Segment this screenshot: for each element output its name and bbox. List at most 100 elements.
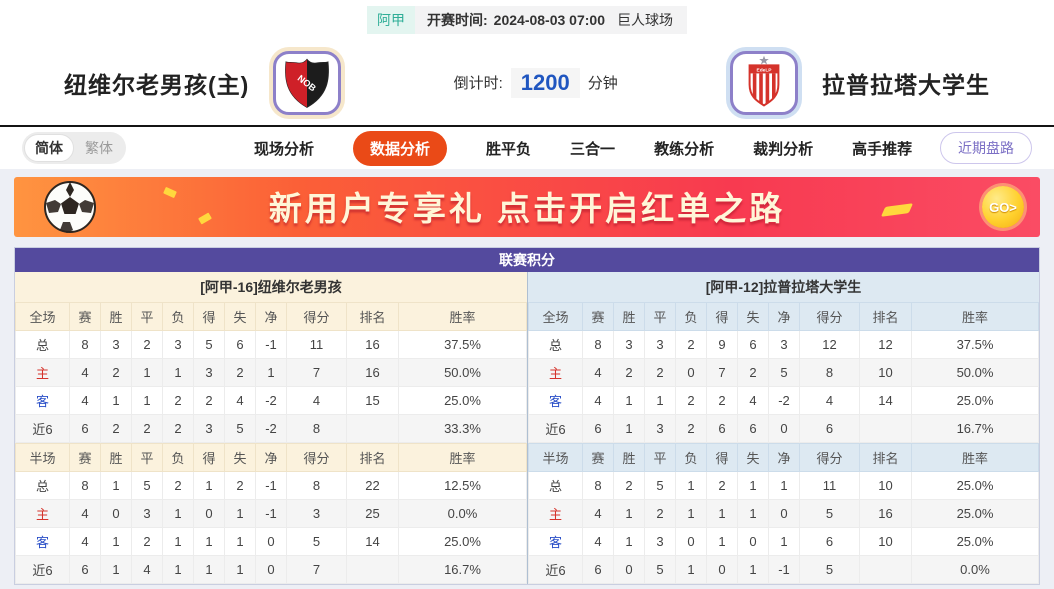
stat-cell: 1 — [100, 386, 132, 415]
stat-cell: 6 — [706, 414, 738, 443]
table-row: 近6 6 1 4 1 1 1 0 7 16.7% — [15, 555, 527, 584]
column-header: 胜 — [613, 302, 645, 331]
team-section-title: [阿甲-12]拉普拉塔大学生 — [528, 272, 1039, 302]
column-header: 胜 — [100, 302, 132, 331]
half-match-table: 半场赛胜平负得失净得分 排名 胜率总 8 1 5 2 1 2 -1 8 22 12.5% 主 4 0 3 1 0 1-… — [15, 443, 527, 584]
stat-cell: 2 — [100, 414, 132, 443]
column-header-row: 半场赛胜平负得失净得分 排名 胜率 — [528, 443, 1039, 472]
stat-cell: 0.0% — [911, 555, 1039, 584]
column-header: 全场 — [15, 302, 70, 331]
stat-cell: 2 — [131, 414, 163, 443]
row-label: 近6 — [15, 555, 70, 584]
stat-cell: 1 — [100, 471, 132, 500]
stat-cell — [346, 414, 399, 443]
lang-option-1[interactable]: 繁体 — [85, 140, 113, 156]
stat-cell: 4 — [131, 555, 163, 584]
promo-banner[interactable]: 新用户专享礼 点击开启红单之路 GO> — [14, 177, 1040, 237]
recent-odds-button[interactable]: 近期盘路 — [940, 132, 1032, 164]
stat-cell — [859, 414, 912, 443]
stat-cell: 10 — [859, 527, 912, 556]
stat-cell: 4 — [69, 527, 101, 556]
team-panel: [阿甲-12]拉普拉塔大学生 全场赛胜平负得失净得分 排名 胜率总 8 3 3 2 9 6 3 12… — [527, 272, 1039, 584]
column-header: 负 — [162, 443, 194, 472]
stat-cell: 11 — [286, 330, 347, 359]
stat-cell: 3 — [613, 330, 645, 359]
stat-cell: 50.0% — [398, 358, 527, 387]
column-header: 得分 — [286, 302, 347, 331]
column-header: 排名 — [859, 443, 912, 472]
edelp-shield-icon: EdeLP — [748, 55, 780, 107]
stat-cell: 6 — [737, 330, 769, 359]
column-header: 失 — [737, 443, 769, 472]
row-label: 近6 — [528, 555, 583, 584]
column-header: 平 — [131, 302, 163, 331]
column-header: 负 — [675, 302, 707, 331]
stat-cell: 1 — [737, 555, 769, 584]
column-header: 失 — [224, 443, 256, 472]
stat-cell: 1 — [162, 499, 194, 528]
stat-cell: 12 — [859, 330, 912, 359]
column-header: 平 — [644, 443, 676, 472]
table-row: 总 8 3 3 2 9 6 3 12 12 37.5% — [528, 330, 1039, 359]
column-header: 负 — [162, 302, 194, 331]
stat-cell: 1 — [224, 555, 256, 584]
lang-option-0[interactable]: 简体 — [24, 134, 74, 162]
lang-toggle: 简体 繁体 — [22, 132, 126, 164]
stat-cell: 37.5% — [911, 330, 1039, 359]
stat-cell: 15 — [346, 386, 399, 415]
away-team-name: 拉普拉塔大学生 — [822, 71, 990, 98]
stat-cell: 1 — [644, 386, 676, 415]
table-row: 客 4 1 3 0 1 0 1 6 10 25.0% — [528, 527, 1039, 556]
column-header: 平 — [644, 302, 676, 331]
column-header: 净 — [255, 443, 287, 472]
stat-cell: 2 — [613, 471, 645, 500]
stat-cell: 5 — [768, 358, 800, 387]
stat-cell: 5 — [131, 471, 163, 500]
nav-tab-0[interactable]: 现场分析 — [254, 140, 315, 158]
stat-cell: 6 — [799, 527, 860, 556]
nav-tab-6[interactable]: 高手推荐 — [852, 140, 913, 158]
column-header: 得分 — [286, 443, 347, 472]
stat-cell: 14 — [859, 386, 912, 415]
half-match-table: 半场赛胜平负得失净得分 排名 胜率总 8 2 5 1 2 1 1 11 10 25.0% 主 4 1 2 1 1 1 0… — [528, 443, 1039, 584]
stat-cell: 12 — [799, 330, 860, 359]
stat-cell: 11 — [799, 471, 860, 500]
column-header: 得 — [706, 302, 738, 331]
column-header: 胜率 — [911, 302, 1039, 331]
stat-cell: 3 — [644, 414, 676, 443]
table-row: 客 4 1 2 1 1 1 0 5 14 25.0% — [15, 527, 527, 556]
column-header: 赛 — [582, 302, 614, 331]
row-label: 主 — [15, 358, 70, 387]
stat-cell: 12.5% — [398, 471, 527, 500]
column-header: 净 — [255, 302, 287, 331]
stat-cell: 4 — [69, 386, 101, 415]
stat-cell: 33.3% — [398, 414, 527, 443]
header-divider — [0, 125, 1054, 127]
nav-tab-3[interactable]: 三合一 — [570, 140, 616, 158]
row-label: 主 — [528, 499, 583, 528]
stat-cell: 1 — [131, 358, 163, 387]
column-header-row: 全场赛胜平负得失净得分 排名 胜率 — [15, 302, 527, 331]
nav-tab-2[interactable]: 胜平负 — [486, 140, 532, 158]
stat-cell: 4 — [286, 386, 347, 415]
venue: 巨人球场 — [616, 12, 673, 28]
nav-tab-5[interactable]: 裁判分析 — [753, 140, 814, 158]
go-button[interactable]: GO> — [982, 186, 1024, 228]
stat-cell: 5 — [286, 527, 347, 556]
row-label: 客 — [15, 527, 70, 556]
stat-cell: 8 — [286, 414, 347, 443]
away-team-logo: EdeLP — [730, 50, 798, 115]
row-label: 总 — [15, 471, 70, 500]
nav-tab-4[interactable]: 教练分析 — [654, 140, 715, 158]
nav-tab-1[interactable]: 数据分析 — [353, 130, 448, 166]
stat-cell: 8 — [582, 330, 614, 359]
stat-cell: 10 — [859, 358, 912, 387]
nav-tabs: 现场分析 数据分析 胜平负 三合一 教练分析 裁判分析 高手推荐 — [254, 130, 913, 166]
row-label: 总 — [528, 330, 583, 359]
team-section-title: [阿甲-16]纽维尔老男孩 — [15, 272, 527, 302]
column-header: 胜 — [100, 443, 132, 472]
stat-cell: 1 — [768, 527, 800, 556]
stat-cell: 25.0% — [911, 499, 1039, 528]
league-badge[interactable]: 阿甲 — [367, 6, 415, 34]
stat-cell: 6 — [737, 414, 769, 443]
